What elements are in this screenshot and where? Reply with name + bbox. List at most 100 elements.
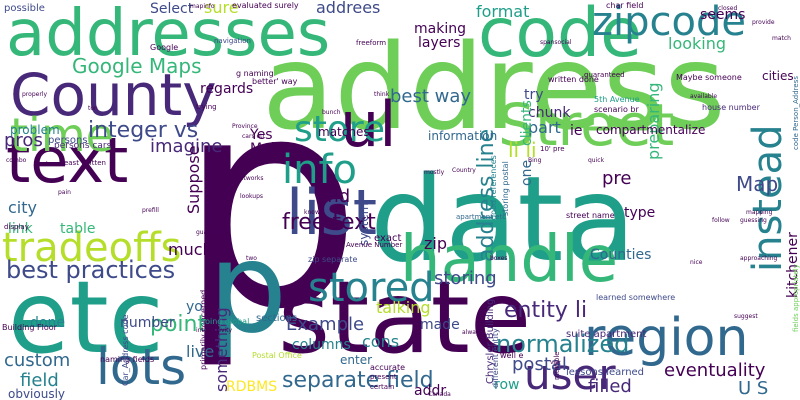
word-province: Province bbox=[232, 123, 258, 130]
word-spansocial: spansocial bbox=[540, 39, 572, 46]
word-persons-cars: persons cars bbox=[54, 141, 112, 151]
word-google: Google bbox=[150, 43, 179, 52]
word-break: break bbox=[46, 161, 63, 168]
word-table: table bbox=[60, 221, 96, 237]
word-combo: combo bbox=[6, 157, 27, 164]
word-zip-separate: zip separate bbox=[308, 255, 358, 264]
word-p: p bbox=[208, 216, 288, 361]
word-5th-avenue: 5th Avenue bbox=[594, 95, 640, 104]
word-addr: addr bbox=[414, 383, 447, 399]
word-time: time bbox=[10, 108, 114, 162]
word-freeform: freeform bbox=[356, 39, 387, 47]
word-list: list bbox=[286, 176, 378, 249]
word-cons: cons bbox=[362, 332, 400, 351]
word-data: data bbox=[370, 150, 636, 288]
word-info: info bbox=[282, 147, 358, 193]
word-maybe-someone: Maybe someone bbox=[676, 73, 742, 82]
word-learned-somewhere: learned somewhere bbox=[596, 293, 676, 302]
word-least-written: least written bbox=[62, 159, 106, 167]
word-information: information bbox=[428, 129, 498, 143]
word-mostly: mostly bbox=[424, 169, 445, 176]
word-networks: networks bbox=[236, 175, 264, 182]
word-regards: regards bbox=[200, 81, 254, 97]
word-apartment-etc: apartment etc bbox=[456, 213, 507, 221]
word-eventuality: eventuality bbox=[664, 360, 766, 381]
word-row: row bbox=[494, 377, 520, 393]
word-much: much bbox=[168, 240, 213, 259]
word-clients: clients bbox=[519, 100, 535, 146]
word-avenue-number: Avenue Number bbox=[346, 241, 403, 249]
word-well-e: well e bbox=[500, 351, 524, 360]
word-addresses: addresses bbox=[6, 0, 331, 71]
word-pain: pain bbox=[58, 189, 71, 196]
word-code: code bbox=[478, 0, 642, 73]
word-map: Map bbox=[736, 172, 779, 196]
word-country: Country bbox=[452, 167, 476, 174]
word-code-person-address: code Person_Address bbox=[792, 75, 800, 150]
word-lookups: lookups bbox=[240, 193, 264, 200]
word-select: Select bbox=[150, 1, 194, 17]
word-properly: properly bbox=[22, 91, 47, 98]
word-display: display bbox=[4, 223, 29, 231]
word-best-way: best way bbox=[390, 86, 472, 107]
word-interactivity: interactivity bbox=[196, 327, 233, 334]
word-etc: etc bbox=[8, 259, 164, 376]
word-buildings-persons: buildings persons bbox=[207, 161, 216, 232]
word-handle: handle bbox=[400, 223, 619, 297]
word-done: done bbox=[30, 315, 65, 331]
word-separate-field: separate field bbox=[282, 368, 434, 393]
word-boxes: boxes bbox=[490, 255, 508, 262]
word-think: think bbox=[374, 91, 390, 98]
word-city: city bbox=[8, 198, 37, 217]
word-format: format bbox=[476, 2, 530, 21]
word-ie: ie bbox=[570, 123, 583, 139]
word-li-li: li li bbox=[508, 138, 537, 162]
word-10-pre: 10' pre bbox=[540, 145, 565, 153]
word-imagine: imagine bbox=[150, 136, 223, 157]
word-sure: sure bbox=[204, 0, 239, 17]
word-looking: looking bbox=[668, 34, 727, 53]
word-available: available bbox=[690, 93, 718, 100]
word-try: try bbox=[524, 87, 544, 103]
word-user: user bbox=[524, 350, 616, 399]
word-main: Main bbox=[250, 141, 284, 157]
word-zipcode: zipcode bbox=[592, 0, 746, 45]
word-talking: talking bbox=[376, 298, 431, 317]
word-different-entity: different entity bbox=[491, 328, 500, 388]
word-number: number bbox=[120, 315, 175, 331]
word-compartmentalize: compartmentalize bbox=[596, 123, 706, 137]
word-zip: zip bbox=[424, 234, 447, 253]
word-car-address-code: Car_Address code bbox=[121, 314, 130, 386]
word-always: always bbox=[462, 329, 483, 336]
word-written-done: written done bbox=[548, 75, 599, 84]
word-region: region bbox=[584, 308, 749, 368]
word-nice: nice bbox=[690, 259, 703, 266]
word-matches: matches bbox=[318, 125, 370, 139]
word-find: find bbox=[316, 186, 351, 207]
word-filled: filled bbox=[588, 376, 632, 397]
word-ul: ul bbox=[340, 88, 397, 161]
word-cars-etc: cars etc bbox=[242, 133, 266, 140]
word-stored: stored bbox=[308, 265, 435, 311]
word-follow: follow bbox=[712, 217, 730, 224]
word-ton: ton bbox=[88, 105, 98, 112]
word-state: state bbox=[278, 259, 532, 376]
word-pre: pre bbox=[602, 168, 632, 189]
word-custom: custom bbox=[4, 350, 71, 371]
word-address: address bbox=[262, 18, 726, 156]
word-storing: storing bbox=[434, 268, 497, 289]
word-building-floor: Building Floor bbox=[2, 323, 57, 332]
word-obviously: obviously bbox=[8, 387, 66, 400]
word-integer-vs: integer vs bbox=[88, 118, 199, 143]
word-postal-office: Postal Office bbox=[252, 351, 302, 360]
word-quick: quick bbox=[588, 157, 605, 164]
word-type: type bbox=[624, 205, 656, 221]
word-entity-li: entity li bbox=[504, 298, 588, 323]
word-columns: columns bbox=[292, 337, 351, 353]
word-scenario-br: scenario br bbox=[594, 105, 639, 114]
word-prefill: prefill bbox=[142, 207, 159, 214]
word-yo: yo bbox=[186, 299, 203, 315]
word-addrees: addrees bbox=[316, 0, 381, 17]
word-part: part bbox=[528, 118, 561, 137]
word-street: Street bbox=[498, 91, 675, 159]
